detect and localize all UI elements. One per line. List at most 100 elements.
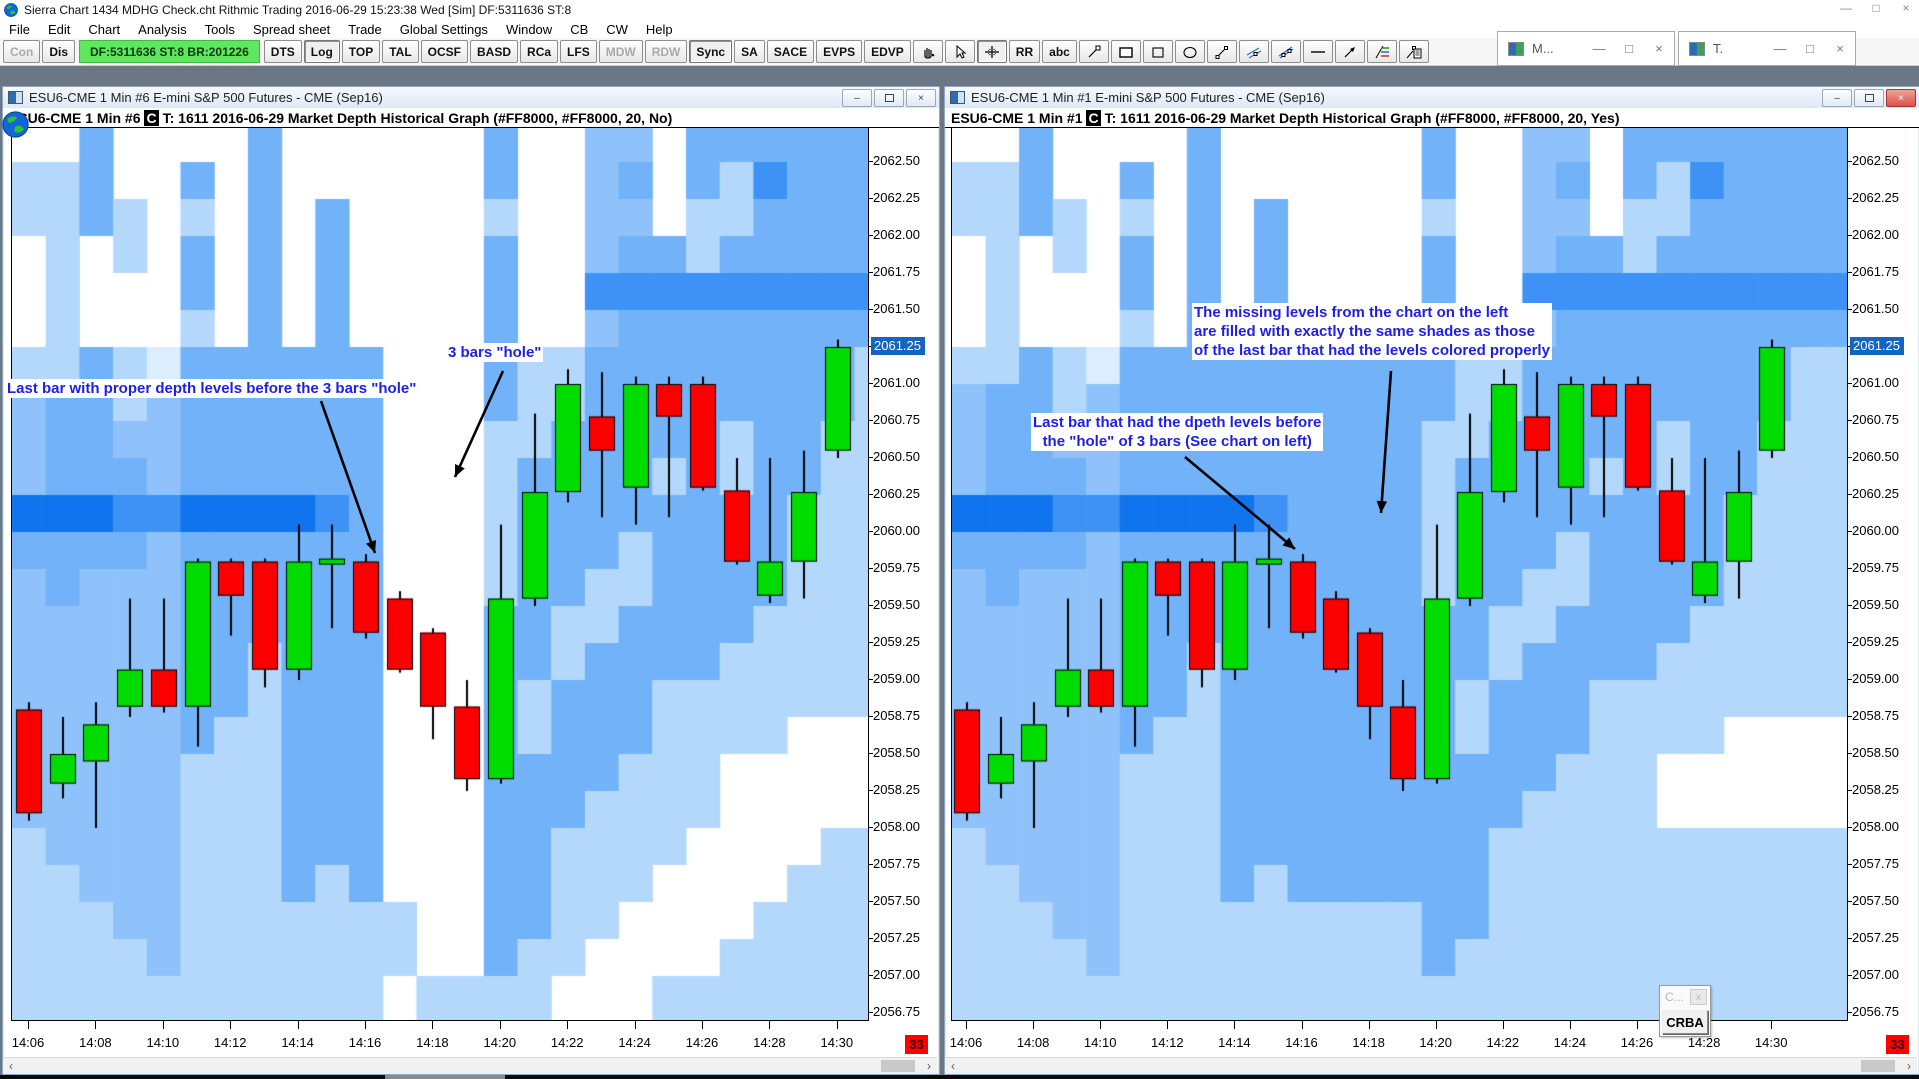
time-axis-label: 14:06 <box>11 1035 45 1050</box>
menu-cw[interactable]: CW <box>606 21 628 37</box>
price-levels-tool-icon[interactable] <box>1366 40 1397 63</box>
close-icon[interactable]: × <box>1655 41 1663 56</box>
toolbar-log-button[interactable]: Log <box>303 40 340 63</box>
time-tick <box>499 1021 501 1029</box>
bottom-edge <box>0 1075 1919 1079</box>
toolbar-basd-button[interactable]: BASD <box>470 40 519 63</box>
chart-annotation-text[interactable]: 3 bars "hole" <box>446 343 544 362</box>
chart-annotation-text[interactable]: The missing levels from the chart on the… <box>1192 303 1552 360</box>
chart-minimize-button[interactable]: – <box>842 89 872 107</box>
price-tick <box>868 827 873 828</box>
horizontal-line-tool-icon[interactable] <box>1302 40 1333 63</box>
toolbar-dis-button[interactable]: Dis <box>42 40 76 63</box>
maximize-button[interactable]: □ <box>1806 41 1814 56</box>
horizontal-scrollbar[interactable]: ‹ › <box>945 1057 1917 1074</box>
menu-trade[interactable]: Trade <box>348 21 382 37</box>
toolbar-abc-button[interactable]: abc <box>1042 40 1077 63</box>
menu-tools[interactable]: Tools <box>204 21 235 37</box>
toolbar-rr-button[interactable]: RR <box>1008 40 1041 63</box>
crba-button[interactable]: CRBA <box>1662 1010 1708 1034</box>
time-axis-label: 14:18 <box>416 1035 449 1050</box>
toolbar-edvp-button[interactable]: EDVP <box>864 40 911 63</box>
app-minimize-button[interactable]: — <box>1840 1 1852 15</box>
arrow-tool-icon[interactable] <box>1334 40 1365 63</box>
sierra-globe-icon <box>4 3 18 17</box>
chart-window-titlebar[interactable]: ESU6-CME 1 Min #6 E-mini S&P 500 Futures… <box>3 87 939 109</box>
toolbar-evps-button[interactable]: EVPS <box>816 40 863 63</box>
menu-help[interactable]: Help <box>645 21 673 37</box>
calculator-tool-icon[interactable] <box>1398 40 1429 63</box>
toolbar-ocsf-button[interactable]: OCSF <box>420 40 469 63</box>
price-tick <box>868 457 873 458</box>
toolbar-lfs-button[interactable]: LFS <box>560 40 597 63</box>
price-axis-label: 2061.75 <box>1852 264 1899 279</box>
crosshair-tool-icon[interactable] <box>976 40 1007 63</box>
menu-edit[interactable]: Edit <box>47 21 71 37</box>
minimize-button[interactable]: — <box>1773 41 1787 56</box>
maximize-button[interactable]: □ <box>1625 41 1633 56</box>
scroll-right-arrow[interactable]: › <box>927 1059 931 1073</box>
rect-tool-icon[interactable] <box>1142 40 1173 63</box>
menu-spread-sheet[interactable]: Spread sheet <box>252 21 331 37</box>
chart-restore-button[interactable] <box>1854 89 1884 107</box>
minimized-window-t[interactable]: T. — □ × <box>1678 31 1856 66</box>
toolbar-sa-button[interactable]: SA <box>734 40 765 63</box>
close-icon[interactable]: x <box>1690 989 1707 1005</box>
chart-annotation-text[interactable]: Last bar that had the dpeth levels befor… <box>1031 413 1324 451</box>
market-depth-heatmap-canvas[interactable] <box>952 128 1847 1020</box>
scroll-left-arrow[interactable]: ‹ <box>951 1059 955 1073</box>
chart-restore-button[interactable] <box>874 89 904 107</box>
menu-chart[interactable]: Chart <box>88 21 121 37</box>
price-tick <box>1847 420 1852 421</box>
toolbar-top-button[interactable]: TOP <box>341 40 381 63</box>
horizontal-scrollbar[interactable]: ‹ › <box>3 1057 937 1074</box>
chart-plot-area[interactable] <box>11 127 869 1021</box>
scrollbar-thumb[interactable] <box>1861 1060 1895 1072</box>
chart-annotation-text[interactable]: Last bar with proper depth levels before… <box>5 379 419 398</box>
app-close-button[interactable]: × <box>1902 1 1910 15</box>
chart-close-button[interactable]: × <box>1886 89 1916 107</box>
chart-header-symbol: ESU6-CME 1 Min #1 <box>951 109 1083 126</box>
chart-window-icon <box>8 91 23 104</box>
toolbar-dts-button[interactable]: DTS <box>263 40 302 63</box>
minimized-window-m[interactable]: M... — □ × <box>1497 31 1675 66</box>
menu-analysis[interactable]: Analysis <box>138 21 187 37</box>
chart-window-titlebar[interactable]: ESU6-CME 1 Min #1 E-mini S&P 500 Futures… <box>945 87 1919 109</box>
menu-cb[interactable]: CB <box>570 21 589 37</box>
menu-global-settings[interactable]: Global Settings <box>399 21 488 37</box>
price-axis-label: 2059.00 <box>1852 671 1899 686</box>
toolbar-tal-button[interactable]: TAL <box>382 40 419 63</box>
time-tick <box>1033 1021 1035 1029</box>
pointer-tool-icon[interactable] <box>944 40 975 63</box>
time-tick <box>1167 1021 1169 1029</box>
toolbar-sync-button[interactable]: Sync <box>689 40 733 63</box>
bar-count-badge: 33 <box>905 1035 928 1054</box>
filled-rect-tool-icon[interactable] <box>1110 40 1141 63</box>
hand-tool-icon[interactable] <box>912 40 943 63</box>
menu-file[interactable]: File <box>9 21 30 37</box>
scroll-right-arrow[interactable]: › <box>1907 1059 1911 1073</box>
toolbar-rca-button[interactable]: RCa <box>520 40 559 63</box>
chart-header-study: T: 1611 2016-06-29 Market Depth Historic… <box>162 109 673 126</box>
minimize-button[interactable]: — <box>1592 41 1606 56</box>
trendline-tool-icon[interactable] <box>1078 40 1109 63</box>
toolbar-sace-button[interactable]: SACE <box>766 40 815 63</box>
app-maximize-button[interactable]: □ <box>1872 1 1880 15</box>
ellipse-tool-icon[interactable] <box>1174 40 1205 63</box>
chart-header-cursor: C <box>144 109 159 126</box>
chart-header-study: T: 1611 2016-06-29 Market Depth Historic… <box>1104 109 1620 126</box>
price-axis-label: 2059.75 <box>873 560 920 575</box>
menu-window[interactable]: Window <box>505 21 553 37</box>
parallel-lines-tool-icon[interactable] <box>1238 40 1269 63</box>
chart-plot-area[interactable] <box>951 127 1848 1021</box>
close-icon[interactable]: × <box>1836 41 1844 56</box>
price-tick <box>868 1012 873 1013</box>
scroll-left-arrow[interactable]: ‹ <box>9 1059 13 1073</box>
time-tick <box>95 1021 97 1029</box>
parallel-rays-tool-icon[interactable] <box>1270 40 1301 63</box>
market-depth-heatmap-canvas[interactable] <box>12 128 868 1020</box>
scrollbar-thumb[interactable] <box>881 1060 915 1072</box>
ray-tool-icon[interactable] <box>1206 40 1237 63</box>
chart-close-button[interactable]: × <box>906 89 936 107</box>
chart-minimize-button[interactable]: – <box>1822 89 1852 107</box>
